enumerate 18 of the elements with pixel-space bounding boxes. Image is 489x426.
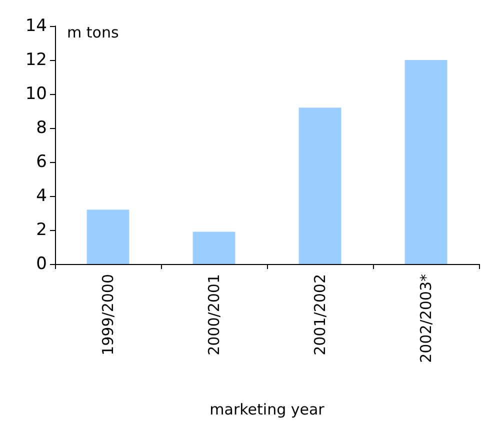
x-tick-label: 1999/2000 [99,274,117,356]
x-tick-label: 2000/2001 [205,274,223,356]
x-axis-title: marketing year [210,400,326,418]
bar [298,108,342,264]
y-tick-label: 14 [25,16,47,36]
y-tick-label: 6 [36,152,47,172]
x-tick-label: 2002/2003* [417,274,435,363]
y-tick-label: 12 [25,50,47,70]
bar [192,232,236,264]
y-tick-label: 4 [36,186,47,206]
y-axis-title: m tons [67,24,119,42]
y-tick-label: 2 [36,220,47,240]
x-tick-label: 2001/2002 [311,274,329,356]
bar [404,60,448,264]
bar [86,210,130,264]
y-tick-label: 10 [25,84,47,104]
y-tick-label: 0 [36,254,47,274]
y-tick-label: 8 [36,118,47,138]
